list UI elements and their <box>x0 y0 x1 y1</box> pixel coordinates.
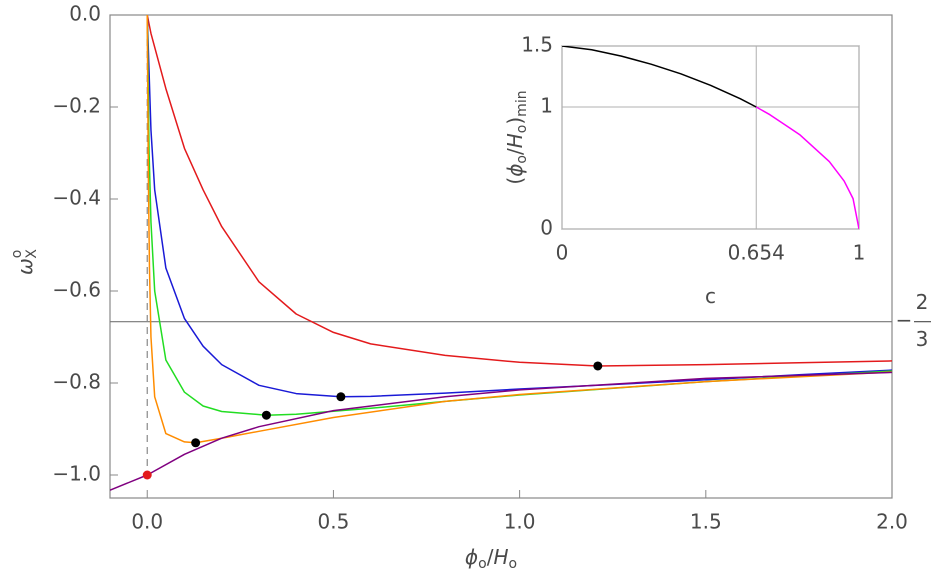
y-tick-label: 1.5 <box>521 33 553 57</box>
y-tick-label: −0.6 <box>52 278 101 302</box>
label-part: min <box>514 90 530 116</box>
x-axis-label: ϕo/Ho <box>465 545 517 573</box>
point <box>191 438 201 448</box>
label-part: ) <box>503 117 527 125</box>
label-part: o <box>514 125 530 134</box>
point <box>142 470 152 480</box>
reference-label: 3 <box>916 327 929 351</box>
label-part: o <box>9 250 25 259</box>
reference-label: − <box>896 308 913 332</box>
x-tick-label: 0.654 <box>728 241 785 265</box>
series-line <box>110 371 892 491</box>
label-part: H <box>493 545 508 569</box>
y-tick-label: −1.0 <box>52 462 101 486</box>
label-part: ϕ <box>465 545 478 569</box>
x-axis-label: c <box>705 284 716 308</box>
label-part: ω <box>13 258 37 275</box>
x-tick-label: 0 <box>556 241 569 265</box>
y-tick-label: −0.4 <box>52 186 101 210</box>
label-part: o <box>509 556 518 572</box>
label-part: / <box>487 545 494 569</box>
label-part: ( <box>503 177 527 185</box>
series-line <box>755 106 859 229</box>
y-tick-label: −0.2 <box>52 94 101 118</box>
label-part: X <box>24 249 40 259</box>
y-axis-label: ωoX <box>9 249 40 275</box>
point <box>593 361 603 371</box>
x-tick-label: 0.0 <box>131 510 163 534</box>
x-tick-label: 0.5 <box>318 510 350 534</box>
label-part: ϕ <box>503 164 527 177</box>
y-tick-label: 1 <box>540 94 553 118</box>
x-tick-label: 1 <box>853 241 866 265</box>
y-tick-label: 0.0 <box>69 2 101 26</box>
series-line <box>146 15 892 367</box>
point <box>261 410 271 420</box>
label-part: o <box>514 155 530 164</box>
x-tick-label: 2.0 <box>876 510 908 534</box>
label-part: / <box>503 148 527 155</box>
series-line <box>562 46 757 108</box>
reference-label: 2 <box>916 290 929 314</box>
label-part: o <box>478 556 487 572</box>
y-axis-label: (ϕo/Ho)min <box>503 90 531 184</box>
label-part: H <box>503 133 527 148</box>
point <box>336 392 346 402</box>
y-tick-label: −0.8 <box>52 370 101 394</box>
label-part: c <box>705 284 716 308</box>
x-tick-label: 1.5 <box>690 510 722 534</box>
plot-frame <box>561 45 860 230</box>
x-tick-label: 1.0 <box>504 510 536 534</box>
y-tick-label: 0 <box>540 216 553 240</box>
